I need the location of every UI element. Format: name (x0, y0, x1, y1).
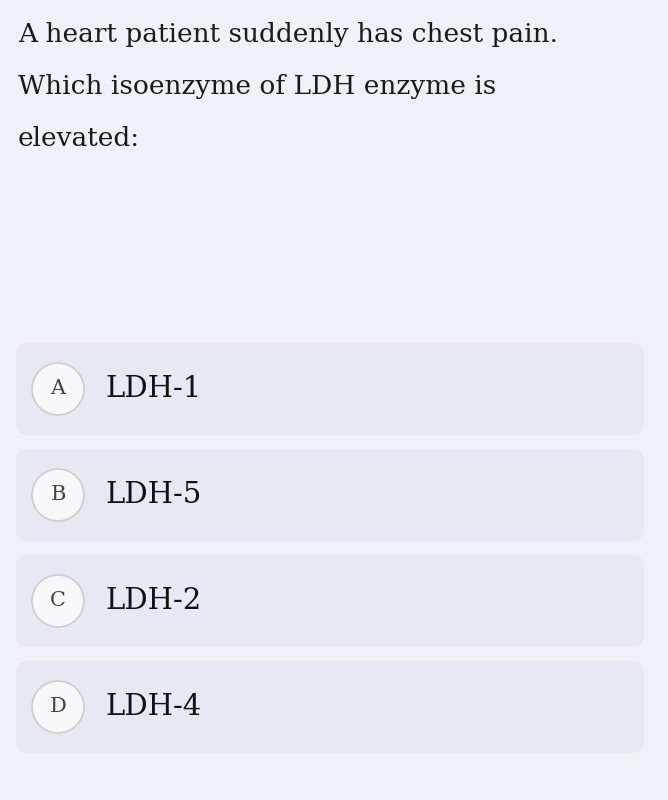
Text: LDH-5: LDH-5 (105, 481, 201, 509)
Text: C: C (50, 591, 66, 610)
Circle shape (32, 681, 84, 733)
FancyBboxPatch shape (16, 343, 644, 435)
Text: LDH-4: LDH-4 (105, 693, 201, 721)
Text: B: B (50, 486, 65, 505)
FancyBboxPatch shape (16, 449, 644, 541)
Circle shape (32, 363, 84, 415)
Text: LDH-1: LDH-1 (105, 375, 201, 403)
Text: A heart patient suddenly has chest pain.: A heart patient suddenly has chest pain. (18, 22, 558, 47)
Text: Which isoenzyme of LDH enzyme is: Which isoenzyme of LDH enzyme is (18, 74, 496, 99)
Text: elevated:: elevated: (18, 126, 140, 151)
FancyBboxPatch shape (16, 661, 644, 753)
Circle shape (32, 469, 84, 521)
Text: D: D (49, 698, 66, 717)
Text: A: A (51, 379, 65, 398)
FancyBboxPatch shape (16, 555, 644, 647)
Text: LDH-2: LDH-2 (105, 587, 201, 615)
Circle shape (32, 575, 84, 627)
